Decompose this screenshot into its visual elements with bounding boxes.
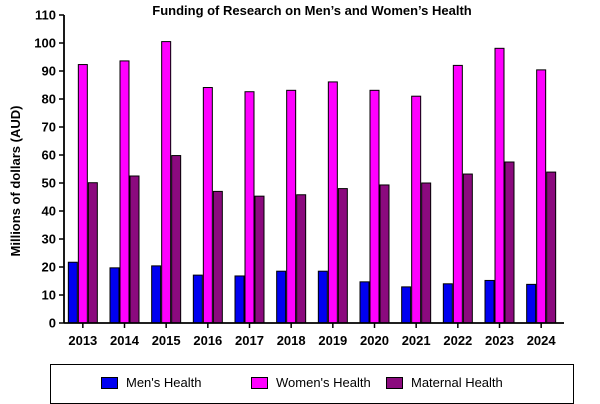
bar-men-s-health-2018	[276, 270, 287, 324]
y-axis-label: Millions of dollars (AUD)	[8, 106, 23, 257]
bar-women-s-health-2019	[327, 81, 338, 324]
bar-maternal-health-2014	[129, 175, 140, 324]
bar-maternal-health-2018	[296, 194, 307, 324]
bar-maternal-health-2015	[171, 155, 182, 324]
axes-layer: 2013 2014 2015 2016 2017 2018 2019 2020 2021 2022…	[34, 8, 564, 348]
bar-women-s-health-2020	[369, 89, 380, 324]
bar-men-s-health-2021	[401, 286, 412, 324]
bar-men-s-health-2015	[151, 265, 162, 324]
y-tick-label-100: 100	[34, 36, 56, 51]
bar-maternal-health-2019	[337, 188, 348, 324]
legend-swatch-maternal-health	[386, 376, 403, 389]
x-tick-label-2017: 2017	[235, 333, 264, 348]
y-tick-label-20: 20	[42, 260, 56, 275]
x-tick-label-2023: 2023	[485, 333, 514, 348]
bar-women-s-health-2024	[536, 69, 547, 324]
y-tick-label-90: 90	[42, 64, 56, 79]
bar-men-s-health-2019	[317, 270, 328, 324]
bar-men-s-health-2023	[484, 279, 495, 324]
bar-maternal-health-2016	[212, 190, 223, 324]
bar-men-s-health-2022	[442, 283, 453, 324]
bar-men-s-health-2014	[109, 267, 120, 324]
bars-layer	[67, 41, 557, 324]
bar-maternal-health-2023	[504, 161, 515, 324]
bar-women-s-health-2022	[452, 64, 463, 324]
legend-item-mens-health: Men's Health	[101, 375, 201, 390]
bar-maternal-health-2017	[254, 195, 265, 324]
legend-item-maternal-health: Maternal Health	[386, 375, 503, 390]
legend-label-womens-health: Women's Health	[276, 375, 371, 390]
legend-item-womens-health: Women's Health	[251, 375, 371, 390]
bar-women-s-health-2018	[286, 89, 297, 324]
legend-swatch-womens-health	[251, 376, 268, 389]
legend-label-mens-health: Men's Health	[126, 375, 202, 390]
x-tick-label-2024: 2024	[527, 333, 557, 348]
legend-swatch-mens-health	[101, 376, 118, 389]
x-tick-label-2020: 2020	[360, 333, 389, 348]
bar-men-s-health-2024	[526, 283, 537, 324]
x-tick-label-2022: 2022	[443, 333, 472, 348]
bar-women-s-health-2015	[161, 41, 172, 324]
y-tick-label-10: 10	[42, 288, 56, 303]
bar-maternal-health-2013	[87, 182, 98, 324]
bar-men-s-health-2016	[192, 274, 203, 324]
bar-women-s-health-2013	[77, 64, 88, 324]
chart-title: Funding of Research on Men’s and Women’s…	[152, 3, 472, 18]
legend-label-maternal-health: Maternal Health	[411, 375, 503, 390]
x-tick-label-2018: 2018	[277, 333, 306, 348]
x-tick-label-2015: 2015	[152, 333, 181, 348]
x-tick-label-2016: 2016	[193, 333, 222, 348]
x-tick-label-2019: 2019	[318, 333, 347, 348]
bar-women-s-health-2017	[244, 91, 255, 324]
x-tick-label-2014: 2014	[110, 333, 140, 348]
x-tick-label-2021: 2021	[402, 333, 431, 348]
y-tick-label-60: 60	[42, 148, 56, 163]
y-tick-label-70: 70	[42, 120, 56, 135]
bar-women-s-health-2021	[411, 95, 422, 324]
bar-maternal-health-2020	[379, 184, 390, 324]
y-tick-label-0: 0	[49, 316, 56, 331]
bar-maternal-health-2022	[462, 173, 473, 324]
y-tick-label-50: 50	[42, 176, 56, 191]
x-tick-label-2013: 2013	[68, 333, 97, 348]
bar-men-s-health-2020	[359, 281, 370, 324]
y-tick-label-80: 80	[42, 92, 56, 107]
bar-men-s-health-2017	[234, 275, 245, 324]
bar-women-s-health-2016	[202, 87, 213, 324]
y-tick-label-30: 30	[42, 232, 56, 247]
bar-maternal-health-2024	[546, 171, 557, 324]
bar-women-s-health-2023	[494, 47, 505, 324]
legend: Men's Health Women's Health Maternal Hea…	[50, 364, 574, 404]
y-tick-label-110: 110	[35, 8, 56, 23]
bar-maternal-health-2021	[421, 182, 432, 324]
bar-women-s-health-2014	[119, 60, 130, 324]
bar-men-s-health-2013	[67, 261, 78, 324]
y-tick-label-40: 40	[42, 204, 56, 219]
